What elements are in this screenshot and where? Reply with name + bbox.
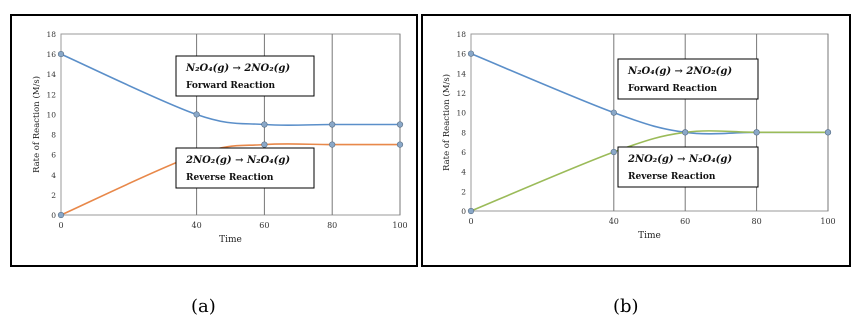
chart-b-y-tick-label: 2 [461,187,466,196]
chart-a-series-0-point [329,121,336,128]
chart-a-series-0-point [193,111,200,118]
chart-a-series-1-line [60,143,400,216]
chart-b-series-1-point [682,129,689,136]
chart-a-series-0-point [57,51,65,58]
chart-a-reverse-annotation-box [175,147,315,189]
chart-b-forward-label: Forward Reaction [628,84,717,94]
chart-b-x-tick-label: 100 [820,217,835,226]
chart-a-y-tick-label: 16 [46,50,56,59]
chart-b-x-tick-label: 60 [680,217,690,226]
chart-a-y-tick-label: 12 [46,90,56,99]
chart-a-y-tick-label: 10 [46,110,56,119]
chart-a-series-0-line [60,53,400,127]
chart-b-x-tick-label: 80 [752,217,762,226]
chart-b-series-1-point [753,129,760,136]
chart-a-y-tick-label: 14 [46,70,56,79]
chart-b-series-0-point [467,50,475,57]
chart-a-forward-equation: N₂O₄(g) → 2NO₂(g) [185,63,290,74]
chart-b-series-1-point [467,207,475,215]
chart-a-forward-label: Forward Reaction [186,81,275,91]
chart-a-series-0-point [396,121,404,128]
chart-a-svg: 0 2 4 6 8 10 12 14 16 18 0 40 60 80 100 Time Rate of Rea… [31,30,408,245]
chart-b-x-tick-label: 0 [468,217,473,226]
chart-a-series-1-point [396,141,404,148]
chart-a-x-tick-label: 60 [259,221,269,230]
chart-a-x-axis-title: Time [219,235,242,245]
chart-a-series-1-point [57,211,65,219]
chart-b-y-tick-label: 6 [461,148,466,157]
chart-b-reverse-label: Reverse Reaction [628,172,716,182]
chart-a-y-tick-label: 2 [51,191,56,200]
chart-b-y-tick-label: 14 [456,69,466,78]
chart-a-y-tick-label: 4 [51,171,56,180]
chart-b-svg: 0 2 4 6 8 10 12 14 16 18 0 40 60 80 100 Time Rate of Rea… [441,30,836,241]
chart-b-y-tick-label: 18 [456,30,466,39]
chart-b-y-axis-title: Rate of Reaction (M/s) [441,74,452,171]
chart-b-series-1-line [470,130,828,212]
chart-b-y-tick-label: 4 [461,168,466,177]
chart-a-y-axis-title: Rate of Reaction (M/s) [31,76,42,173]
chart-b-forward-annotation-box [617,58,759,100]
chart-a-series-1-point [261,141,268,148]
chart-a-series-1-point [329,141,336,148]
chart-b-x-axis-title: Time [638,231,661,241]
chart-panel-b: 0 2 4 6 8 10 12 14 16 18 0 40 60 80 100 Time Rate of Rea… [421,14,851,267]
chart-b-series-1-point [824,129,832,136]
chart-a-x-tick-label: 0 [58,221,63,230]
chart-a-forward-annotation-box [175,55,315,97]
panel-caption-a: (a) [191,296,216,317]
chart-b-forward-equation: N₂O₄(g) → 2NO₂(g) [627,66,732,77]
chart-b-reverse-equation: 2NO₂(g) → N₂O₄(g) [627,154,732,165]
chart-a-x-tick-label: 80 [327,221,337,230]
chart-b-y-tick-label: 10 [456,109,466,118]
chart-a-y-tick-label: 8 [51,131,56,140]
chart-b-y-tick-label: 12 [456,89,466,98]
chart-b-series-0-point [610,109,617,116]
chart-a-series-0-point [261,121,268,128]
chart-b-x-tick-label: 40 [609,217,619,226]
chart-b-y-tick-label: 8 [461,128,466,137]
chart-a-reverse-equation: 2NO₂(g) → N₂O₄(g) [185,155,290,166]
chart-panel-a: 0 2 4 6 8 10 12 14 16 18 0 40 60 80 100 Time Rate of Rea… [10,14,418,267]
panel-caption-b: (b) [613,296,639,317]
chart-a-x-tick-label: 100 [392,221,407,230]
chart-a-reverse-label: Reverse Reaction [186,173,274,183]
chart-b-y-tick-label: 0 [461,207,466,216]
chart-a-x-tick-label: 40 [192,221,202,230]
chart-a-y-tick-label: 6 [51,151,56,160]
chart-b-reverse-annotation-box [617,146,759,188]
chart-b-y-tick-label: 16 [456,50,466,59]
chart-b-series-1-point [610,148,617,156]
chart-a-y-tick-label: 0 [51,211,56,220]
chart-a-y-tick-label: 18 [46,30,56,39]
